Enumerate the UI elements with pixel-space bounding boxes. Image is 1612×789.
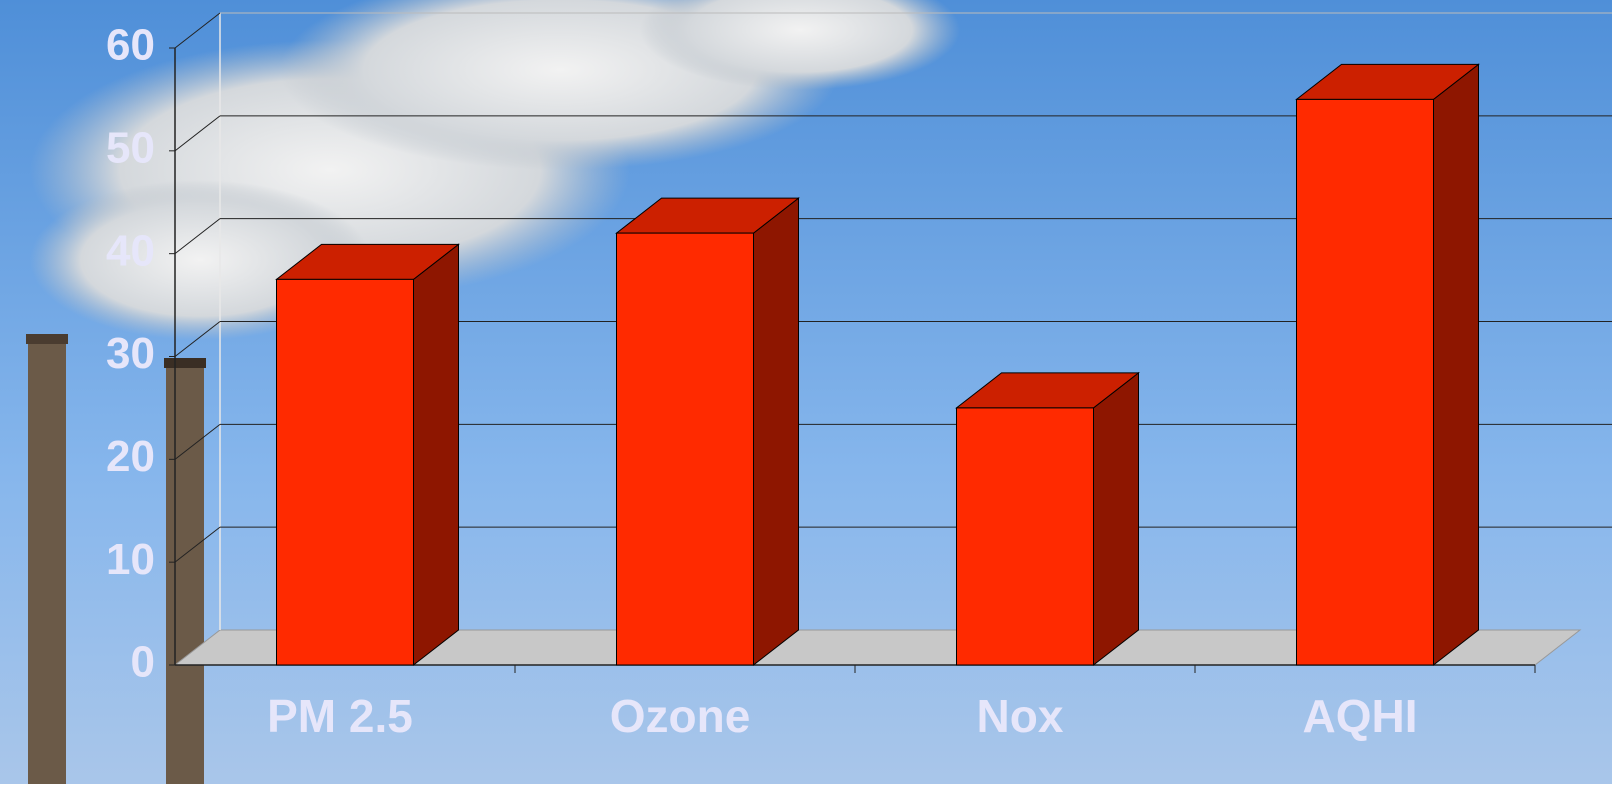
y-tick-label: 20 [106, 432, 155, 481]
grid-line [174, 423, 221, 460]
bar [1296, 98, 1434, 666]
bar-side [753, 197, 799, 667]
bar [276, 278, 414, 666]
x-tick-label: PM 2.5 [267, 690, 413, 742]
bar-side [1433, 63, 1479, 667]
grid-line [174, 526, 221, 563]
y-tick-label: 10 [106, 535, 155, 584]
bar [956, 407, 1094, 666]
y-tick-label: 40 [106, 226, 155, 275]
grid-line [174, 12, 221, 49]
x-tick-label: Nox [977, 690, 1064, 742]
grid-line [174, 218, 221, 255]
y-tick-label: 30 [106, 329, 155, 378]
bar-side [1093, 371, 1139, 667]
bar-side [413, 243, 459, 667]
grid-line [174, 115, 221, 152]
x-tick-label: AQHI [1303, 690, 1418, 742]
x-tick-label: Ozone [610, 690, 751, 742]
bar [616, 232, 754, 666]
y-tick-label: 50 [106, 123, 155, 172]
y-tick-label: 0 [131, 638, 155, 687]
grid-line [174, 321, 221, 357]
y-tick-label: 60 [106, 21, 155, 70]
